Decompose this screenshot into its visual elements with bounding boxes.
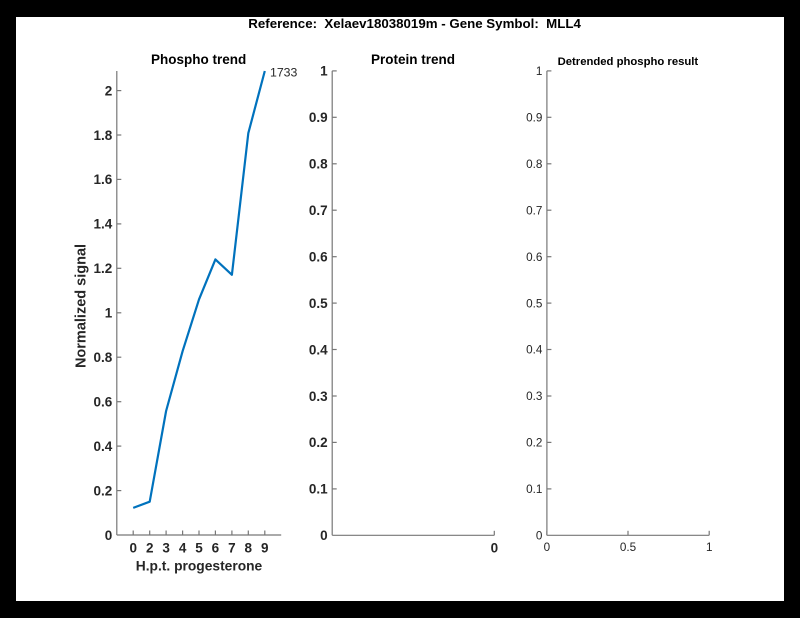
svg-text:5: 5	[195, 541, 203, 556]
svg-text:0: 0	[320, 528, 328, 543]
svg-text:6: 6	[212, 541, 220, 556]
svg-text:Normalized signal: Normalized signal	[74, 244, 90, 368]
svg-text:0.1: 0.1	[526, 483, 542, 496]
svg-text:0.4: 0.4	[309, 342, 328, 357]
svg-text:1: 1	[320, 64, 328, 79]
svg-text:0.6: 0.6	[526, 251, 542, 264]
svg-text:0: 0	[129, 541, 137, 556]
svg-text:3: 3	[162, 541, 170, 556]
svg-text:7: 7	[228, 541, 236, 556]
svg-text:4: 4	[179, 541, 187, 556]
svg-text:0: 0	[544, 541, 551, 554]
svg-text:0.8: 0.8	[309, 157, 328, 172]
svg-text:Phospho trend: Phospho trend	[151, 52, 246, 67]
svg-text:2: 2	[146, 541, 154, 556]
svg-text:0.2: 0.2	[309, 435, 328, 450]
svg-text:0.4: 0.4	[94, 439, 113, 454]
svg-text:1.8: 1.8	[94, 128, 113, 143]
svg-text:0.8: 0.8	[526, 158, 542, 171]
svg-text:0: 0	[105, 528, 113, 543]
svg-text:H.p.t. progesterone: H.p.t. progesterone	[136, 559, 263, 574]
svg-text:0.7: 0.7	[526, 204, 542, 217]
svg-text:1.2: 1.2	[94, 261, 113, 276]
svg-text:0: 0	[536, 530, 543, 543]
svg-text:8: 8	[245, 541, 253, 556]
svg-text:9: 9	[261, 541, 269, 556]
svg-text:Protein trend: Protein trend	[371, 52, 455, 67]
svg-text:0.6: 0.6	[94, 395, 113, 410]
svg-text:0.9: 0.9	[309, 110, 328, 125]
svg-text:0.2: 0.2	[94, 483, 113, 498]
svg-text:0.3: 0.3	[526, 390, 542, 403]
svg-text:1733: 1733	[270, 65, 298, 79]
svg-text:0.5: 0.5	[620, 541, 637, 554]
svg-text:0.9: 0.9	[526, 112, 542, 125]
svg-text:0.1: 0.1	[309, 482, 328, 497]
svg-text:0.8: 0.8	[94, 350, 113, 365]
svg-text:0.7: 0.7	[309, 203, 328, 218]
svg-text:0.3: 0.3	[309, 389, 328, 404]
svg-text:1.6: 1.6	[94, 172, 113, 187]
svg-text:Reference: Xelaev18038019m -: Reference: Xelaev18038019m - Gene Symbol…	[248, 16, 581, 31]
svg-text:0: 0	[491, 541, 499, 556]
svg-text:1: 1	[105, 306, 113, 321]
svg-text:2: 2	[105, 83, 113, 98]
svg-text:1: 1	[536, 65, 543, 78]
svg-text:0.2: 0.2	[526, 437, 542, 450]
svg-text:Detrended phospho result: Detrended phospho result	[558, 56, 699, 68]
svg-text:1: 1	[706, 541, 713, 554]
svg-text:0.5: 0.5	[309, 296, 328, 311]
svg-text:0.5: 0.5	[526, 297, 543, 310]
svg-text:1.4: 1.4	[94, 217, 113, 232]
svg-text:0.6: 0.6	[309, 250, 328, 265]
svg-text:0.4: 0.4	[526, 344, 543, 357]
